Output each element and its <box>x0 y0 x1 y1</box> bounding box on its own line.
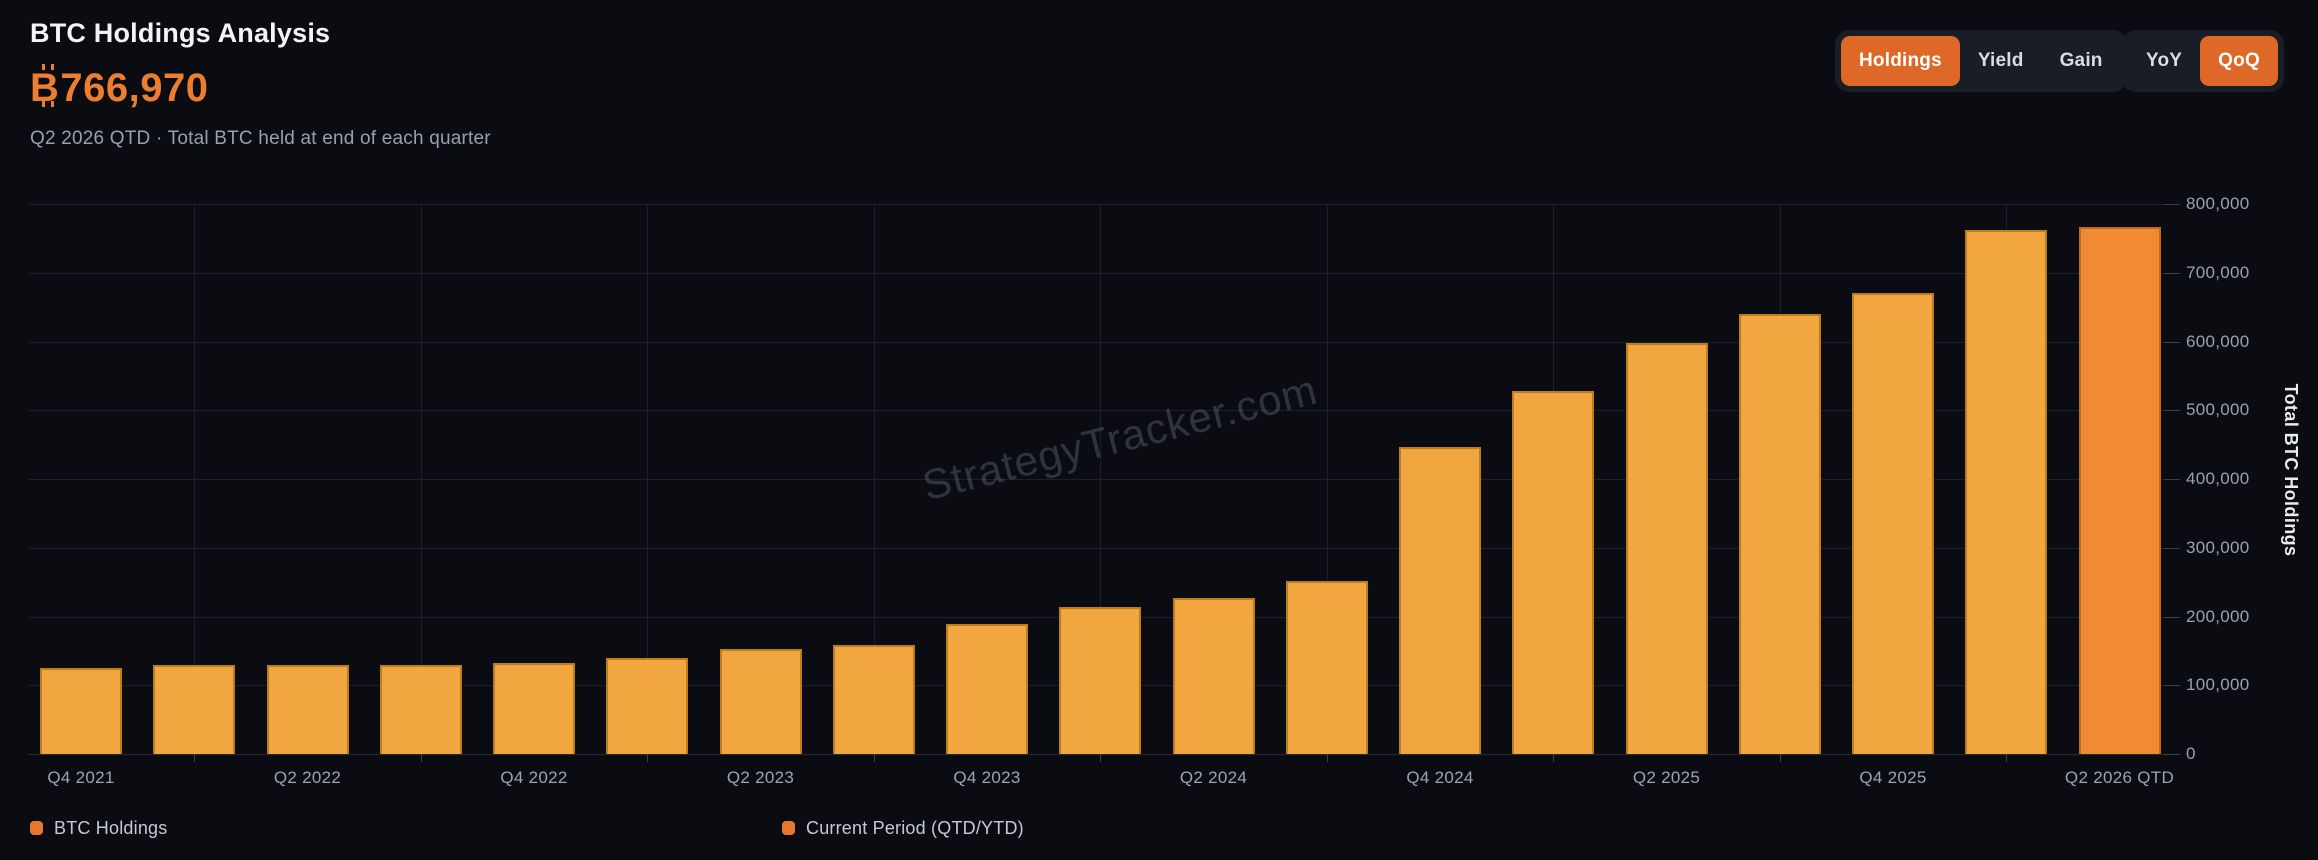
x-axis-tick <box>420 754 422 762</box>
x-axis-tick <box>1779 754 1781 762</box>
bar-q4-2022[interactable] <box>493 662 575 754</box>
x-tick-label: Q4 2023 <box>953 768 1021 787</box>
toggle-gain-button[interactable]: Gain <box>2042 36 2121 86</box>
y-axis-tick <box>2164 547 2180 549</box>
watermark: StrategyTracker.com <box>917 365 1323 510</box>
y-tick-label: 600,000 <box>2186 331 2250 351</box>
bar-q2-2024[interactable] <box>1172 598 1255 754</box>
bar-q3-2024[interactable] <box>1285 580 1368 754</box>
btc-total-value: B 766,970 <box>30 64 209 111</box>
y-axis-tick <box>2164 272 2180 274</box>
gridline-horizontal <box>28 410 2164 412</box>
y-tick-label: 300,000 <box>2186 537 2250 557</box>
x-tick-label: Q4 2024 <box>1406 768 1474 787</box>
gridline-vertical <box>647 204 649 754</box>
x-tick-label: Q2 2024 <box>1179 768 1248 787</box>
toggle-holdings-button[interactable]: Holdings <box>1841 36 1960 86</box>
gridline-vertical <box>873 204 875 754</box>
y-axis-tick <box>2164 410 2180 412</box>
x-axis-tick <box>1326 754 1328 762</box>
legend-label: BTC Holdings <box>54 817 168 838</box>
y-axis-tick <box>2164 341 2180 343</box>
bar-q4-2025[interactable] <box>1852 292 1934 754</box>
period-toggle-group: YoY QoQ <box>2122 30 2284 92</box>
x-tick-label: Q4 2025 <box>1859 768 1927 787</box>
x-axis-tick <box>1100 754 1102 762</box>
btc-total-amount: 766,970 <box>60 66 209 110</box>
gridline-vertical <box>1326 204 1328 754</box>
x-tick-label: Q2 2026 QTD <box>2064 768 2175 787</box>
y-tick-label: 700,000 <box>2186 262 2250 282</box>
x-axis-tick <box>873 754 875 762</box>
bar-q4-2023[interactable] <box>946 623 1028 754</box>
bar-q1-2022[interactable] <box>153 665 236 754</box>
bar-q4-2024[interactable] <box>1399 447 1481 754</box>
x-axis-line <box>28 754 2164 755</box>
y-axis-title: Total BTC Holdings <box>2281 383 2301 557</box>
gridline-horizontal <box>28 479 2164 480</box>
bar-q2-2022[interactable] <box>266 664 349 754</box>
toggle-qoq-button[interactable]: QoQ <box>2200 36 2278 86</box>
gridline-vertical <box>1100 204 1102 754</box>
x-tick-label: Q4 2021 <box>47 768 115 787</box>
x-tick-label: Q4 2022 <box>500 768 568 787</box>
page-title: BTC Holdings Analysis <box>30 18 331 48</box>
x-tick-label: Q2 2022 <box>273 768 342 787</box>
legend-item-current-period: Current Period (QTD/YTD) <box>782 816 1024 840</box>
gridline-horizontal <box>28 547 2164 549</box>
bar-q1-2024[interactable] <box>1059 606 1142 754</box>
bar-q4-2021[interactable] <box>40 668 122 754</box>
bar-q3-2022[interactable] <box>379 664 462 754</box>
y-tick-label: 500,000 <box>2186 400 2250 420</box>
x-axis-tick <box>647 754 649 762</box>
bar-q1-2023[interactable] <box>606 657 689 754</box>
bar-q1-2025[interactable] <box>1512 390 1595 754</box>
y-axis-tick <box>2164 479 2180 480</box>
metric-toggle-group: Holdings Yield Gain <box>1835 30 2127 92</box>
legend-swatch-icon <box>30 821 43 835</box>
legend-item-btc-holdings: BTC Holdings <box>30 816 167 840</box>
legend-swatch-icon <box>782 821 795 835</box>
bar-q2-2023[interactable] <box>719 649 802 754</box>
bar-q2-2025[interactable] <box>1625 343 1708 754</box>
y-tick-label: 100,000 <box>2186 675 2250 695</box>
bar-q2-2026-qtd[interactable] <box>2078 226 2161 754</box>
toggle-yoy-button[interactable]: YoY <box>2128 36 2200 86</box>
legend-label: Current Period (QTD/YTD) <box>806 817 1024 838</box>
x-tick-label: Q2 2025 <box>1632 768 1701 787</box>
toggle-yield-button[interactable]: Yield <box>1960 36 2042 86</box>
y-axis-tick <box>2164 685 2180 687</box>
y-tick-label: 400,000 <box>2186 469 2250 488</box>
y-axis-tick <box>2164 754 2180 755</box>
y-axis-tick <box>2164 616 2180 618</box>
bitcoin-symbol-icon: B <box>30 64 60 110</box>
gridline-horizontal <box>28 341 2164 343</box>
gridline-vertical <box>194 204 196 754</box>
y-tick-label: 800,000 <box>2186 194 2250 213</box>
gridline-horizontal <box>28 204 2164 205</box>
y-axis-tick <box>2164 204 2180 205</box>
x-axis-tick <box>1553 754 1555 762</box>
gridline-horizontal <box>28 272 2164 274</box>
chart-legend: BTC Holdings Current Period (QTD/YTD) <box>0 816 2318 840</box>
bar-q3-2023[interactable] <box>832 645 915 754</box>
y-tick-label: 200,000 <box>2186 606 2250 626</box>
y-tick-label: 0 <box>2186 744 2196 763</box>
x-axis-tick <box>194 754 196 762</box>
chart-subtitle: Q2 2026 QTD · Total BTC held at end of e… <box>30 128 491 149</box>
gridline-vertical <box>420 204 422 754</box>
x-axis-tick <box>2006 754 2008 762</box>
bar-q3-2025[interactable] <box>1738 313 1821 754</box>
bar-q1-2026[interactable] <box>1965 230 2048 754</box>
x-tick-label: Q2 2023 <box>726 768 795 787</box>
